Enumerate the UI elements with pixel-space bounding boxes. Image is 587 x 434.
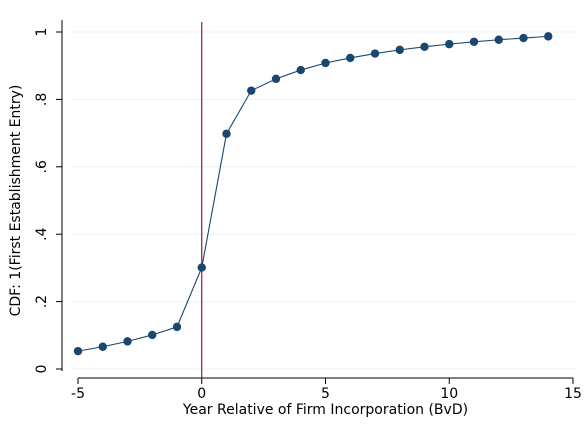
data-point xyxy=(148,330,157,340)
data-point xyxy=(321,58,330,68)
y-tick-label: .2 xyxy=(34,295,50,308)
data-point xyxy=(346,53,355,63)
data-point xyxy=(123,337,132,346)
axes xyxy=(56,20,574,384)
data-point xyxy=(395,45,404,55)
data-point xyxy=(197,263,206,272)
y-axis-title: CDF: 1(First Establishment Entry) xyxy=(8,85,24,317)
data-point xyxy=(420,42,429,52)
data-point xyxy=(222,129,231,138)
data-point xyxy=(172,322,182,332)
x-tick-label: 5 xyxy=(321,386,330,402)
y-tick-label: .6 xyxy=(34,160,50,173)
grid-lines xyxy=(72,31,576,370)
data-point xyxy=(494,35,503,44)
y-tick-label: .8 xyxy=(34,93,50,106)
data-point xyxy=(271,74,281,84)
series xyxy=(73,32,553,356)
x-tick-label: 15 xyxy=(564,386,582,402)
data-point xyxy=(370,49,380,58)
data-point xyxy=(544,32,553,41)
x-tick-label: 0 xyxy=(197,386,206,402)
y-tick-label: .4 xyxy=(34,227,50,240)
data-point xyxy=(519,33,528,43)
data-point xyxy=(73,346,83,356)
y-tick-label: 1 xyxy=(34,28,50,37)
data-point xyxy=(98,342,107,351)
data-point xyxy=(247,86,256,95)
x-tick-label: -5 xyxy=(71,386,85,402)
y-tick-label: 0 xyxy=(34,365,50,374)
data-point xyxy=(469,37,479,46)
x-axis-title: Year Relative of Firm Incorporation (BvD… xyxy=(182,402,468,418)
tick-labels: 0 .2 .4 .6 .8 1 -5 0 5 10 15 xyxy=(34,28,582,402)
x-tick-label: 10 xyxy=(440,386,458,402)
data-point xyxy=(296,65,305,75)
data-point xyxy=(445,39,454,49)
